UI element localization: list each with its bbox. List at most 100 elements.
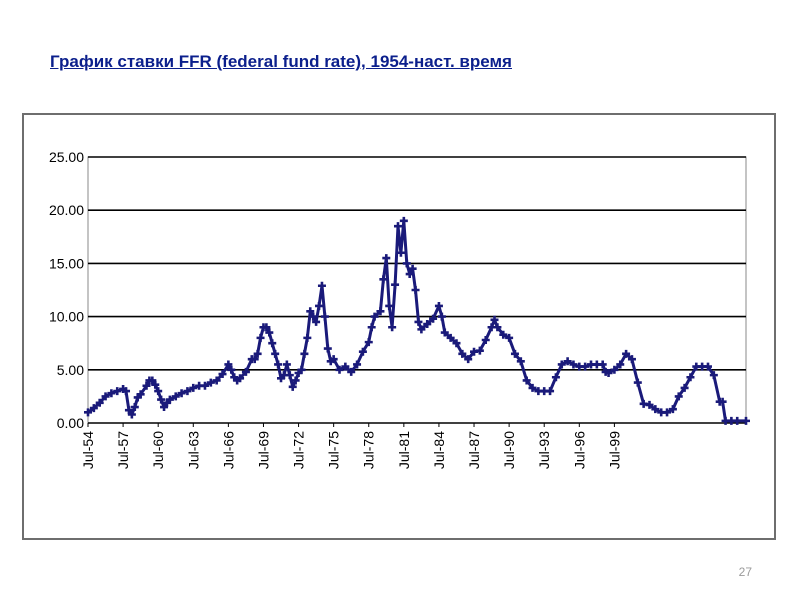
data-point-marker [177, 389, 186, 398]
data-point-marker [651, 405, 660, 414]
data-point-marker [481, 336, 490, 345]
data-point-marker [551, 373, 560, 382]
data-point-marker [569, 360, 578, 369]
line-chart: 0.00 5.00 10.00 15.00 20.00 25.00 Jul-54 Jul-57… [49, 149, 750, 469]
y-tick-label: 5.00 [57, 362, 84, 378]
data-point-marker [315, 301, 324, 310]
data-point-marker [113, 387, 122, 396]
data-point-marker [405, 270, 414, 279]
data-point-marker [598, 360, 607, 369]
data-point-marker [224, 360, 233, 369]
data-point-marker [124, 406, 133, 415]
chart-frame: 0.00 5.00 10.00 15.00 20.00 25.00 Jul-54 Jul-57… [22, 113, 776, 540]
data-point-marker [262, 323, 271, 332]
data-point-marker [376, 307, 385, 316]
x-tick-label: Jul-54 [80, 431, 96, 469]
data-point-marker [493, 323, 502, 332]
data-point-marker [490, 315, 499, 324]
data-point-marker [379, 275, 388, 284]
x-tick-label: Jul-57 [115, 431, 131, 469]
data-point-marker [505, 333, 514, 342]
data-point-marker [171, 392, 180, 401]
data-point-marker [256, 333, 265, 342]
data-point-marker [206, 378, 215, 387]
data-point-marker [709, 371, 718, 380]
data-point-marker [300, 349, 309, 358]
data-point-marker [227, 365, 236, 374]
data-point-marker [303, 333, 312, 342]
data-point-marker [604, 368, 613, 377]
x-tick-label: Jul-93 [536, 431, 552, 469]
data-point-marker [274, 360, 283, 369]
data-point-marker [130, 403, 139, 412]
x-tick-label: Jul-63 [185, 431, 201, 469]
y-tick-label: 15.00 [49, 255, 84, 271]
data-point-marker [151, 380, 160, 389]
x-tick-label: Jul-75 [326, 431, 342, 469]
data-point-marker [358, 347, 367, 356]
data-point-marker [288, 382, 297, 391]
data-point-marker [347, 367, 356, 376]
data-point-marker [157, 395, 166, 404]
data-point-marker [437, 312, 446, 321]
data-point-marker [563, 357, 572, 366]
data-point-marker [285, 371, 294, 380]
data-point-marker [323, 344, 332, 353]
data-point-marker [429, 314, 438, 323]
x-tick-label: Jul-69 [255, 431, 271, 469]
data-point-marker [417, 325, 426, 334]
y-tick-label: 20.00 [49, 202, 84, 218]
data-point-marker [268, 339, 277, 348]
x-tick-label: Jul-78 [361, 431, 377, 469]
data-point-marker [148, 376, 157, 385]
data-point-marker [101, 392, 110, 401]
data-point-marker [353, 360, 362, 369]
data-point-marker [236, 374, 245, 383]
data-point-marker [122, 387, 131, 396]
x-tick-label: Jul-66 [220, 431, 236, 469]
page-number: 27 [738, 565, 752, 579]
data-point-marker [703, 362, 712, 371]
data-point-marker [396, 248, 405, 257]
data-point-marker [385, 301, 394, 310]
data-point-marker [364, 338, 373, 347]
data-point-marker [663, 408, 672, 417]
data-point-marker [127, 410, 136, 419]
data-point-marker [440, 328, 449, 337]
data-point-marker [522, 376, 531, 385]
data-point-marker [367, 323, 376, 332]
data-point-marker [414, 317, 423, 326]
data-point-marker [668, 405, 677, 414]
data-point-marker [458, 349, 467, 358]
x-tick-label: Jul-84 [431, 431, 447, 469]
data-point-marker [241, 367, 250, 376]
data-point-marker [423, 320, 432, 329]
data-point-marker [200, 381, 209, 390]
data-point-marker [265, 328, 274, 337]
data-point-marker [136, 390, 145, 399]
data-point-marker [89, 404, 98, 413]
data-point-marker [306, 307, 315, 316]
x-tick-label: Jul-60 [150, 431, 166, 469]
data-point-marker [557, 360, 566, 369]
data-point-marker [610, 365, 619, 374]
data-point-marker [546, 387, 555, 396]
data-point-marker [686, 373, 695, 382]
data-point-marker [335, 365, 344, 374]
data-point-marker [434, 301, 443, 310]
data-point-marker [516, 357, 525, 366]
data-point-marker [627, 355, 636, 364]
data-point-marker [165, 395, 174, 404]
slide-title: График ставки FFR (federal fund rate), 1… [50, 52, 512, 71]
data-point-marker [391, 280, 400, 289]
data-point-marker [107, 389, 116, 398]
data-point-marker [312, 317, 321, 326]
data-point-marker [388, 323, 397, 332]
data-point-marker [189, 383, 198, 392]
data-point-marker [142, 381, 151, 390]
x-tick-label: Jul-87 [466, 431, 482, 469]
data-point-marker [393, 222, 402, 231]
data-point-marker [408, 264, 417, 273]
x-tick-label: Jul-81 [396, 431, 412, 469]
data-point-marker [645, 400, 654, 409]
